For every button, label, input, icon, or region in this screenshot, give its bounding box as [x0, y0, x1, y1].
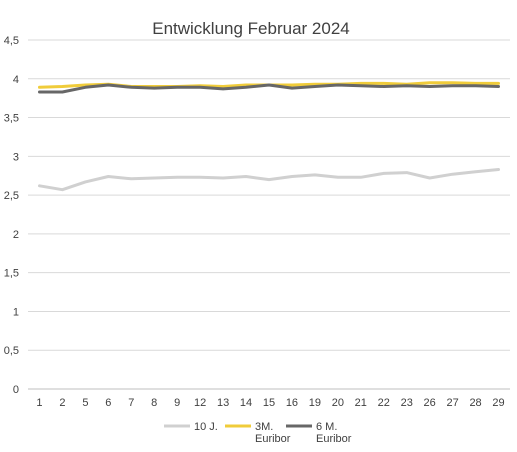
- x-tick-label: 26: [424, 397, 436, 409]
- legend-label-3: 6 M. Euribor: [316, 421, 352, 445]
- x-tick-label: 22: [378, 397, 390, 409]
- series-line-3: [38, 83, 500, 94]
- x-tick-label: 15: [263, 397, 275, 409]
- x-tick-label: 27: [446, 397, 458, 409]
- series-line-1: [38, 168, 500, 192]
- legend: 10 J. 3M. Euribor 6 M. Euribor: [164, 421, 352, 445]
- x-tick-label: 16: [286, 397, 298, 409]
- y-axis-tick-labels: 0 0,5 1 1,5 2 2,5 3 3,5 4 4,5: [4, 35, 19, 396]
- y-tick-label: 3: [13, 151, 19, 163]
- data-series: [38, 81, 500, 192]
- y-tick-label: 3,5: [4, 113, 19, 125]
- x-tick-label: 14: [240, 397, 252, 409]
- legend-label-2: 3M. Euribor: [255, 421, 291, 445]
- y-tick-label: 0: [13, 384, 19, 396]
- y-tick-label: 4: [13, 74, 19, 86]
- x-tick-label: 6: [105, 397, 111, 409]
- y-tick-label: 2: [13, 229, 19, 241]
- y-tick-label: 1,5: [4, 268, 19, 280]
- y-tick-label: 1: [13, 306, 19, 318]
- chart-title: Entwicklung Februar 2024: [152, 19, 350, 38]
- x-tick-label: 12: [194, 397, 206, 409]
- x-tick-label: 19: [309, 397, 321, 409]
- x-tick-label: 23: [401, 397, 413, 409]
- x-tick-label: 21: [355, 397, 367, 409]
- y-tick-label: 4,5: [4, 35, 19, 47]
- x-axis-tick-labels: 1 2 5 6 7 8 9 12 13 14 15 16 19 20 21 22 23 26 27 28 29: [36, 397, 504, 409]
- y-tick-label: 2,5: [4, 190, 19, 202]
- y-tick-label: 0,5: [4, 345, 19, 357]
- legend-label-1: 10 J.: [194, 421, 218, 433]
- x-tick-label: 9: [174, 397, 180, 409]
- x-tick-label: 20: [332, 397, 344, 409]
- x-tick-label: 29: [492, 397, 504, 409]
- x-tick-label: 2: [59, 397, 65, 409]
- x-tick-label: 28: [469, 397, 481, 409]
- x-tick-label: 7: [128, 397, 134, 409]
- x-tick-label: 13: [217, 397, 229, 409]
- x-tick-label: 1: [36, 397, 42, 409]
- x-tick-label: 8: [151, 397, 157, 409]
- x-tick-label: 5: [82, 397, 88, 409]
- gridlines: [28, 39, 510, 390]
